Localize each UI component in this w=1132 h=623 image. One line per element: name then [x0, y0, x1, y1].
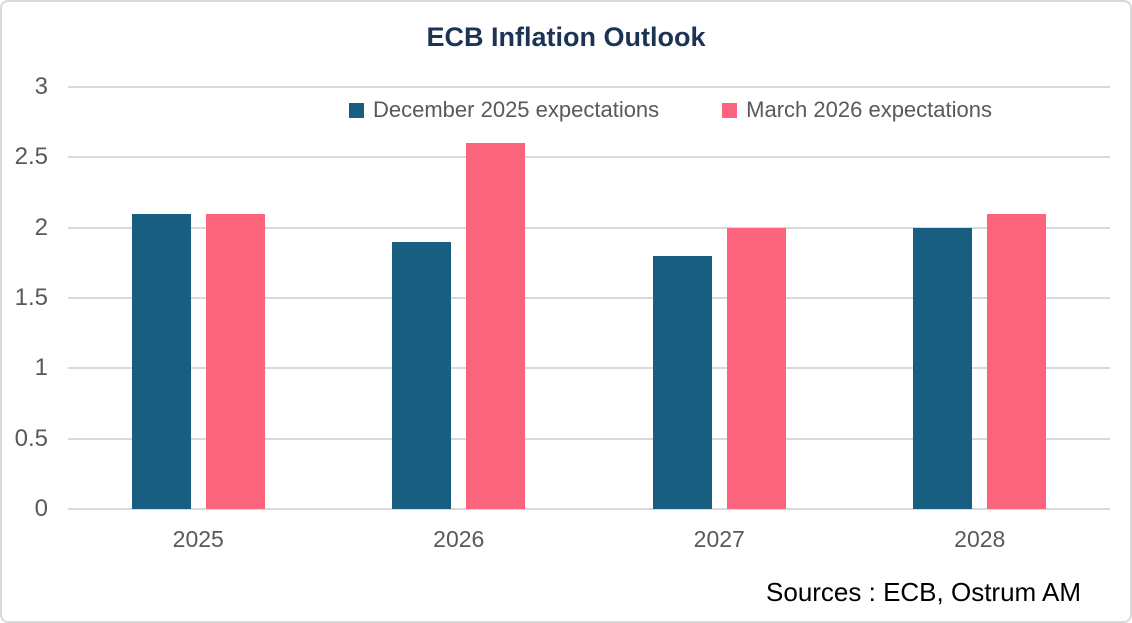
- bar-december-2025-expectations-2025: [131, 213, 191, 509]
- y-tick-label-0: 0: [34, 495, 48, 522]
- legend-item-december-2025-expectations: December 2025 expectations: [349, 97, 659, 123]
- bar-december-2025-expectations-2027: [652, 255, 712, 509]
- gridline-y-0: [68, 508, 1110, 510]
- legend-swatch-icon: [349, 102, 364, 118]
- bar-group-2026: [329, 87, 590, 509]
- bar-december-2025-expectations-2028: [913, 227, 973, 509]
- y-tick-label-1.5: 1.5: [14, 284, 48, 311]
- y-tick-label-3: 3: [34, 73, 48, 100]
- gridline-y-1.5: [68, 297, 1110, 299]
- bar-march-2026-expectations-2026: [466, 143, 526, 509]
- y-tick-label-1: 1: [34, 354, 48, 382]
- plot-area: [68, 86, 1111, 510]
- y-tick-label-2.5: 2.5: [14, 143, 48, 171]
- x-axis-labels: 2025 2026 2027 2028: [68, 526, 1110, 553]
- gridline-y-2.5: [68, 156, 1110, 159]
- gridline-y-3: [68, 86, 1110, 88]
- legend-item-march-2026-expectations: March 2026 expectations: [722, 97, 992, 123]
- gridline-y-1: [68, 367, 1110, 370]
- bar-group-2027: [589, 87, 850, 509]
- x-tick-label-2027: 2027: [693, 526, 745, 552]
- legend-swatch-icon: [722, 102, 738, 118]
- y-tick-label-0.5: 0.5: [14, 424, 48, 452]
- bar-march-2026-expectations-2025: [205, 213, 265, 509]
- x-tick-label-2028: 2028: [954, 526, 1006, 552]
- gridline-y-2: [68, 226, 1110, 229]
- legend-label: March 2026 expectations: [746, 97, 992, 122]
- x-tick-label-2026: 2026: [433, 526, 485, 552]
- bar-group-2025: [68, 87, 329, 509]
- bar-group-2028: [850, 87, 1111, 509]
- bar-december-2025-expectations-2026: [392, 241, 452, 509]
- legend-label: December 2025 expectations: [373, 97, 660, 122]
- source-note: Sources : ECB, Ostrum AM: [766, 577, 1081, 607]
- bar-march-2026-expectations-2027: [726, 227, 786, 509]
- bar-march-2026-expectations-2028: [987, 213, 1047, 509]
- y-axis-labels: 0 0.5 1 1.5 2 2.5 3: [2, 75, 52, 521]
- y-tick-label-2: 2: [34, 213, 48, 241]
- x-tick-label-2025: 2025: [172, 526, 224, 552]
- legend: December 2025 expectations March 2026 exp…: [349, 97, 992, 123]
- gridline-y-0.5: [68, 437, 1110, 440]
- chart-title: ECB Inflation Outlook: [426, 22, 706, 52]
